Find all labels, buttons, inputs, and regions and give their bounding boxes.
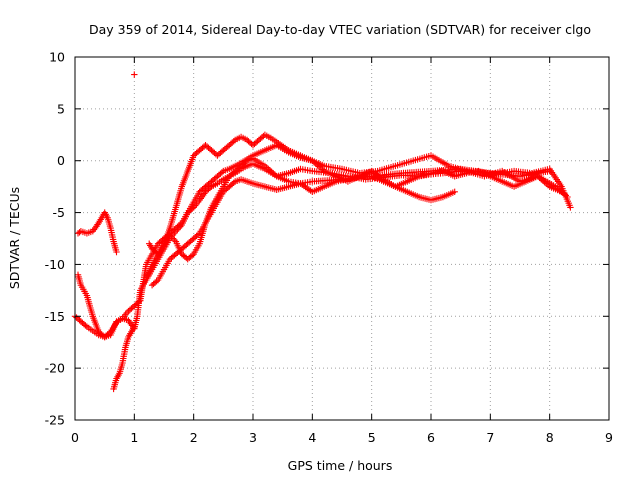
- data-point: [135, 298, 142, 306]
- data-point: [153, 278, 160, 285]
- series-track-5: [131, 71, 138, 78]
- x-tick-label: 7: [486, 430, 494, 445]
- plot-frame: [74, 56, 610, 421]
- data-point: [189, 252, 196, 259]
- x-tick-label: 9: [605, 430, 613, 445]
- data-point: [82, 322, 89, 329]
- data-point: [131, 323, 138, 330]
- x-tick-label: 4: [308, 430, 316, 445]
- data-point: [230, 179, 237, 186]
- grid-layer: [75, 57, 609, 420]
- y-tick-label: 0: [57, 153, 65, 168]
- data-point: [131, 71, 138, 78]
- data-point: [177, 221, 184, 228]
- y-axis-label: SDTVAR / TECUs: [7, 187, 22, 289]
- data-point: [567, 204, 574, 211]
- data-point: [546, 167, 553, 175]
- x-axis-label: GPS time / hours: [288, 458, 393, 473]
- chart-title: Day 359 of 2014, Sidereal Day-to-day VTE…: [89, 22, 591, 37]
- data-point: [230, 138, 237, 145]
- y-tick-label: -20: [45, 361, 65, 376]
- data-point: [218, 169, 226, 176]
- data-layer: [71, 71, 574, 393]
- data-point: [242, 158, 249, 166]
- x-tick-label: 0: [71, 430, 79, 445]
- data-point: [166, 232, 174, 239]
- x-tick-label: 3: [249, 430, 257, 445]
- y-tick-label: 5: [57, 101, 65, 116]
- y-tick-label: -25: [45, 413, 65, 428]
- x-tick-label: 2: [190, 430, 198, 445]
- y-tick-label: -5: [53, 205, 65, 220]
- series-track-3: [74, 209, 120, 256]
- series-track-8: [143, 155, 553, 284]
- x-tick-label: 5: [368, 430, 376, 445]
- data-point: [564, 193, 571, 201]
- data-point: [100, 332, 107, 339]
- y-tick-label: -10: [45, 257, 65, 272]
- x-tick-label: 6: [427, 430, 435, 445]
- axis-layer: 0 1 2 3 4 5 6 7 8 9 10 5 0 -5 -10 -15 -20 -25: [45, 50, 613, 446]
- x-tick-label: 8: [546, 430, 554, 445]
- data-point: [558, 188, 565, 195]
- data-point: [451, 188, 458, 195]
- series-track-4: [110, 323, 138, 393]
- data-point: [194, 231, 202, 238]
- y-tick-label: -15: [45, 309, 65, 324]
- x-tick-label: 1: [130, 430, 138, 445]
- y-tick-label: 10: [49, 50, 65, 65]
- data-point: [171, 236, 178, 244]
- data-point: [113, 248, 120, 256]
